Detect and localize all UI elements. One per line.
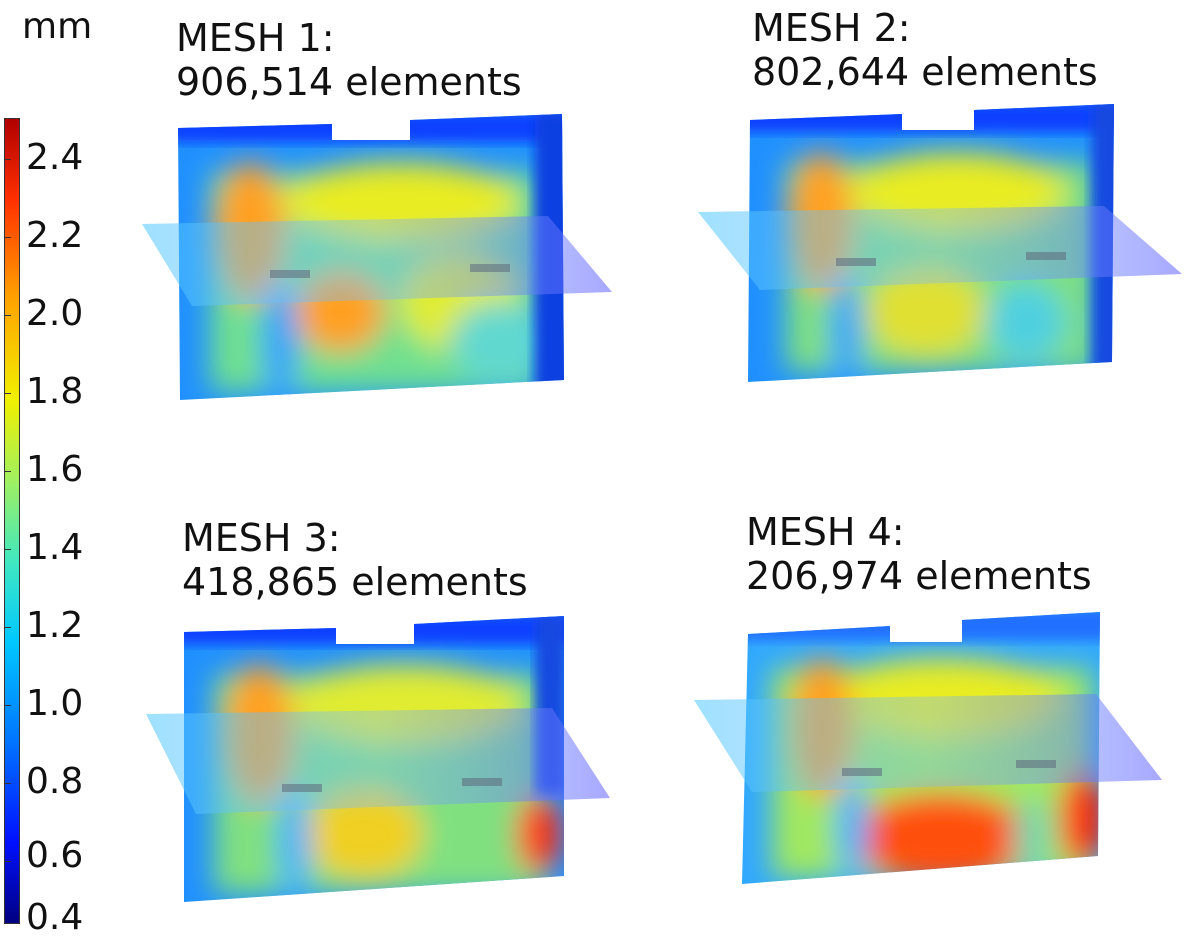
mesh-1-horizontal-slice [142,216,612,306]
mesh-3-component [462,778,502,786]
mesh-1-element-count: 906,514 elements [176,60,522,104]
mesh-4-element-count: 206,974 elements [746,554,1092,598]
colorbar-tick-label: 2.4 [26,137,84,178]
colorbar-tick-label: 2.0 [26,293,84,334]
colorbar-tick-label: 0.6 [26,835,84,876]
mesh-3-name: MESH 3: [182,516,341,560]
mesh-2-title: MESH 2: 802,644 elements [752,6,1098,94]
mesh-3-contour-plot [146,616,610,902]
mesh-2-component [836,258,876,266]
mesh-3-component [282,784,322,792]
mesh-1-title: MESH 1: 906,514 elements [176,16,522,104]
mesh-2-horizontal-slice [698,206,1182,290]
mesh-2-contour-plot [698,104,1182,382]
colorbar-tick [5,783,11,784]
mesh-1-contour-plot [142,114,612,400]
colorbar-tick-label: 1.2 [26,605,84,646]
mesh-4-component [1016,760,1056,768]
mesh-2-component [1026,252,1066,260]
mesh-1-component [470,264,510,272]
colorbar-tick-label: 1.0 [26,683,84,724]
colorbar-tick-label: 1.8 [26,371,84,412]
mesh-4-name: MESH 4: [746,510,905,554]
colorbar [4,118,20,924]
colorbar-tick [5,393,11,394]
mesh-4-component [842,768,882,776]
colorbar-tick [5,705,11,706]
colorbar-tick [5,627,11,628]
colorbar-tick [5,159,11,160]
mesh-2-name: MESH 2: [752,6,911,50]
colorbar-tick-label: 0.8 [26,761,84,802]
colorbar-tick [5,315,11,316]
colorbar-unit-label: mm [22,6,93,47]
colorbar-tick-label: 2.2 [26,215,84,256]
colorbar-tick [5,237,11,238]
colorbar-tick [5,471,11,472]
mesh-3-element-count: 418,865 elements [182,560,528,604]
mesh-3-horizontal-slice [146,708,610,814]
mesh-4-horizontal-slice [694,694,1162,792]
mesh-1-name: MESH 1: [176,16,335,60]
mesh-2-element-count: 802,644 elements [752,50,1098,94]
mesh-4-contour-plot [694,612,1162,884]
colorbar-tick-label: 1.4 [26,527,84,568]
colorbar-tick-label: 1.6 [26,449,84,490]
mesh-3-title: MESH 3: 418,865 elements [182,516,528,604]
mesh-1-component [270,270,310,278]
colorbar-tick [5,549,11,550]
mesh-4-title: MESH 4: 206,974 elements [746,510,1092,598]
colorbar-tick [5,861,11,862]
colorbar-tick-label: 0.4 [26,897,84,938]
